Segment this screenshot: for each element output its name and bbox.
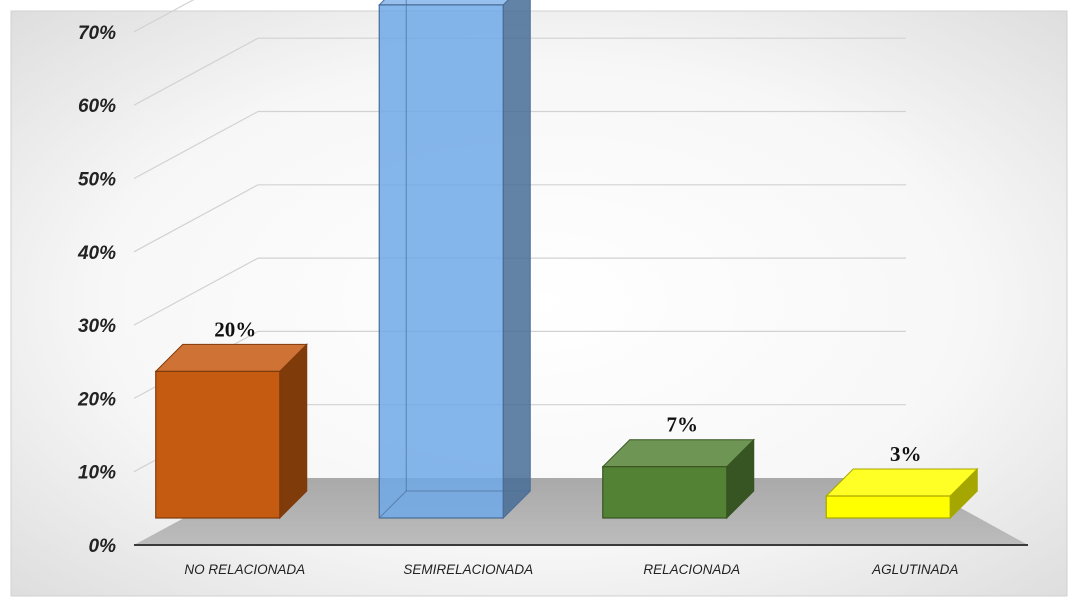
bar-4	[825, 467, 979, 520]
bar-top-face	[601, 439, 755, 468]
bar-side-face	[502, 0, 531, 520]
gridline-side	[133, 0, 195, 33]
bar-front-face	[602, 466, 728, 519]
data-label: 3%	[890, 442, 922, 466]
x-tick-label: SEMIRELACIONADA	[403, 562, 533, 577]
x-tick-label: NO RELACIONADA	[184, 562, 305, 577]
chart-floor	[134, 478, 1028, 545]
bar-front-face	[378, 4, 504, 519]
y-tick-label: 70%	[78, 23, 116, 44]
gridline-side	[133, 37, 259, 106]
gridline-side	[133, 184, 259, 253]
y-tick-label: 10%	[78, 463, 116, 484]
y-tick-label: 50%	[78, 170, 116, 191]
y-tick-label: 30%	[78, 316, 116, 337]
gridline-side	[133, 110, 259, 180]
y-tick-label: 40%	[77, 243, 116, 264]
bar-top-face	[154, 343, 308, 372]
bar-side-face	[279, 343, 308, 520]
bar-top-face	[825, 468, 979, 497]
y-tick-label: 60%	[78, 96, 116, 117]
y-tick-label: 0%	[89, 536, 117, 557]
data-label: 7%	[667, 413, 699, 437]
y-tick-label: 20%	[77, 389, 116, 410]
gridline-side	[133, 257, 259, 326]
bar-front-face	[155, 370, 281, 519]
bar-2	[378, 0, 531, 520]
x-tick-label: RELACIONADA	[643, 562, 740, 577]
data-label: 20%	[214, 317, 256, 341]
bar-1	[154, 343, 308, 520]
x-tick-label: AGLUTINADA	[871, 562, 958, 577]
bar-front-face	[825, 495, 951, 519]
bar-3	[601, 438, 755, 520]
